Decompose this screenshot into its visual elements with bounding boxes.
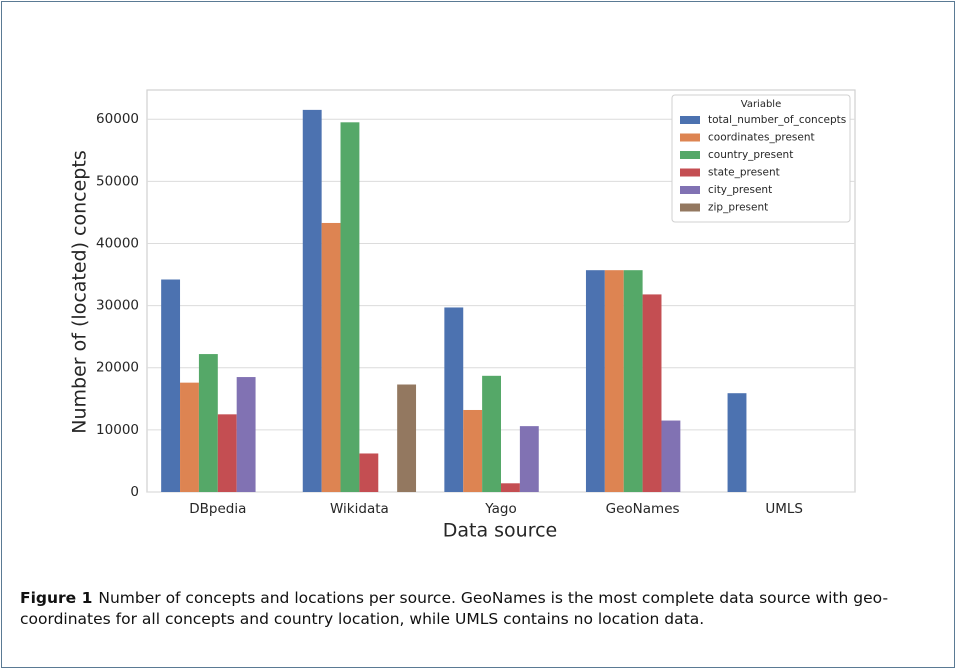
legend-swatch (680, 168, 700, 177)
bar (519, 426, 539, 492)
bar (321, 222, 341, 492)
legend-swatch (680, 186, 700, 194)
bar (302, 109, 322, 492)
caption: Figure 1 Number of concepts and locations… (20, 588, 930, 630)
bar (198, 354, 218, 492)
bar (444, 307, 464, 492)
bar (161, 279, 181, 492)
legend-label: total_number_of_concepts (708, 114, 846, 126)
legend-label: zip_present (708, 202, 768, 214)
y-tick-label: 10000 (96, 422, 139, 438)
bar (340, 122, 360, 493)
bar (359, 453, 379, 492)
bar (727, 393, 747, 492)
legend-label: city_present (708, 184, 772, 196)
caption-text: Number of concepts and locations per sou… (20, 589, 889, 628)
legend-label: country_present (708, 149, 793, 161)
bar (661, 420, 681, 492)
legend-label: coordinates_present (708, 132, 815, 144)
y-axis-label: Number of (located) concepts (69, 150, 91, 433)
caption-label: Figure 1 (20, 589, 93, 607)
x-tick-label: UMLS (765, 501, 803, 517)
legend-swatch (680, 116, 700, 124)
legend-swatch (680, 133, 700, 142)
bar (217, 414, 237, 492)
bar (623, 270, 643, 492)
bar (604, 270, 624, 492)
bar (501, 483, 520, 492)
legend-swatch (680, 151, 700, 159)
x-tick-label: GeoNames (606, 501, 680, 517)
legend-box (671, 94, 851, 223)
bar (642, 294, 662, 492)
x-tick-label: DBpedia (189, 501, 246, 517)
y-tick-label: 0 (130, 484, 139, 500)
bar (236, 377, 256, 492)
y-tick-label: 20000 (96, 360, 139, 376)
y-tick-label: 60000 (96, 111, 139, 127)
x-tick-label: Yago (484, 501, 517, 517)
legend-swatch (680, 203, 700, 212)
legend-title: Variable (741, 99, 782, 110)
y-tick-label: 40000 (96, 235, 139, 251)
bar (180, 382, 199, 492)
bar (585, 270, 605, 492)
chart: Data source Number of (located) concepts… (69, 89, 856, 542)
bar (397, 384, 417, 492)
bar (463, 409, 483, 492)
x-tick-label: Wikidata (330, 501, 389, 517)
legend-label: state_present (708, 167, 780, 179)
y-tick-label: 30000 (96, 298, 139, 314)
x-axis-label: Data source (443, 520, 558, 542)
bar (482, 375, 501, 492)
y-tick-label: 50000 (96, 173, 139, 189)
